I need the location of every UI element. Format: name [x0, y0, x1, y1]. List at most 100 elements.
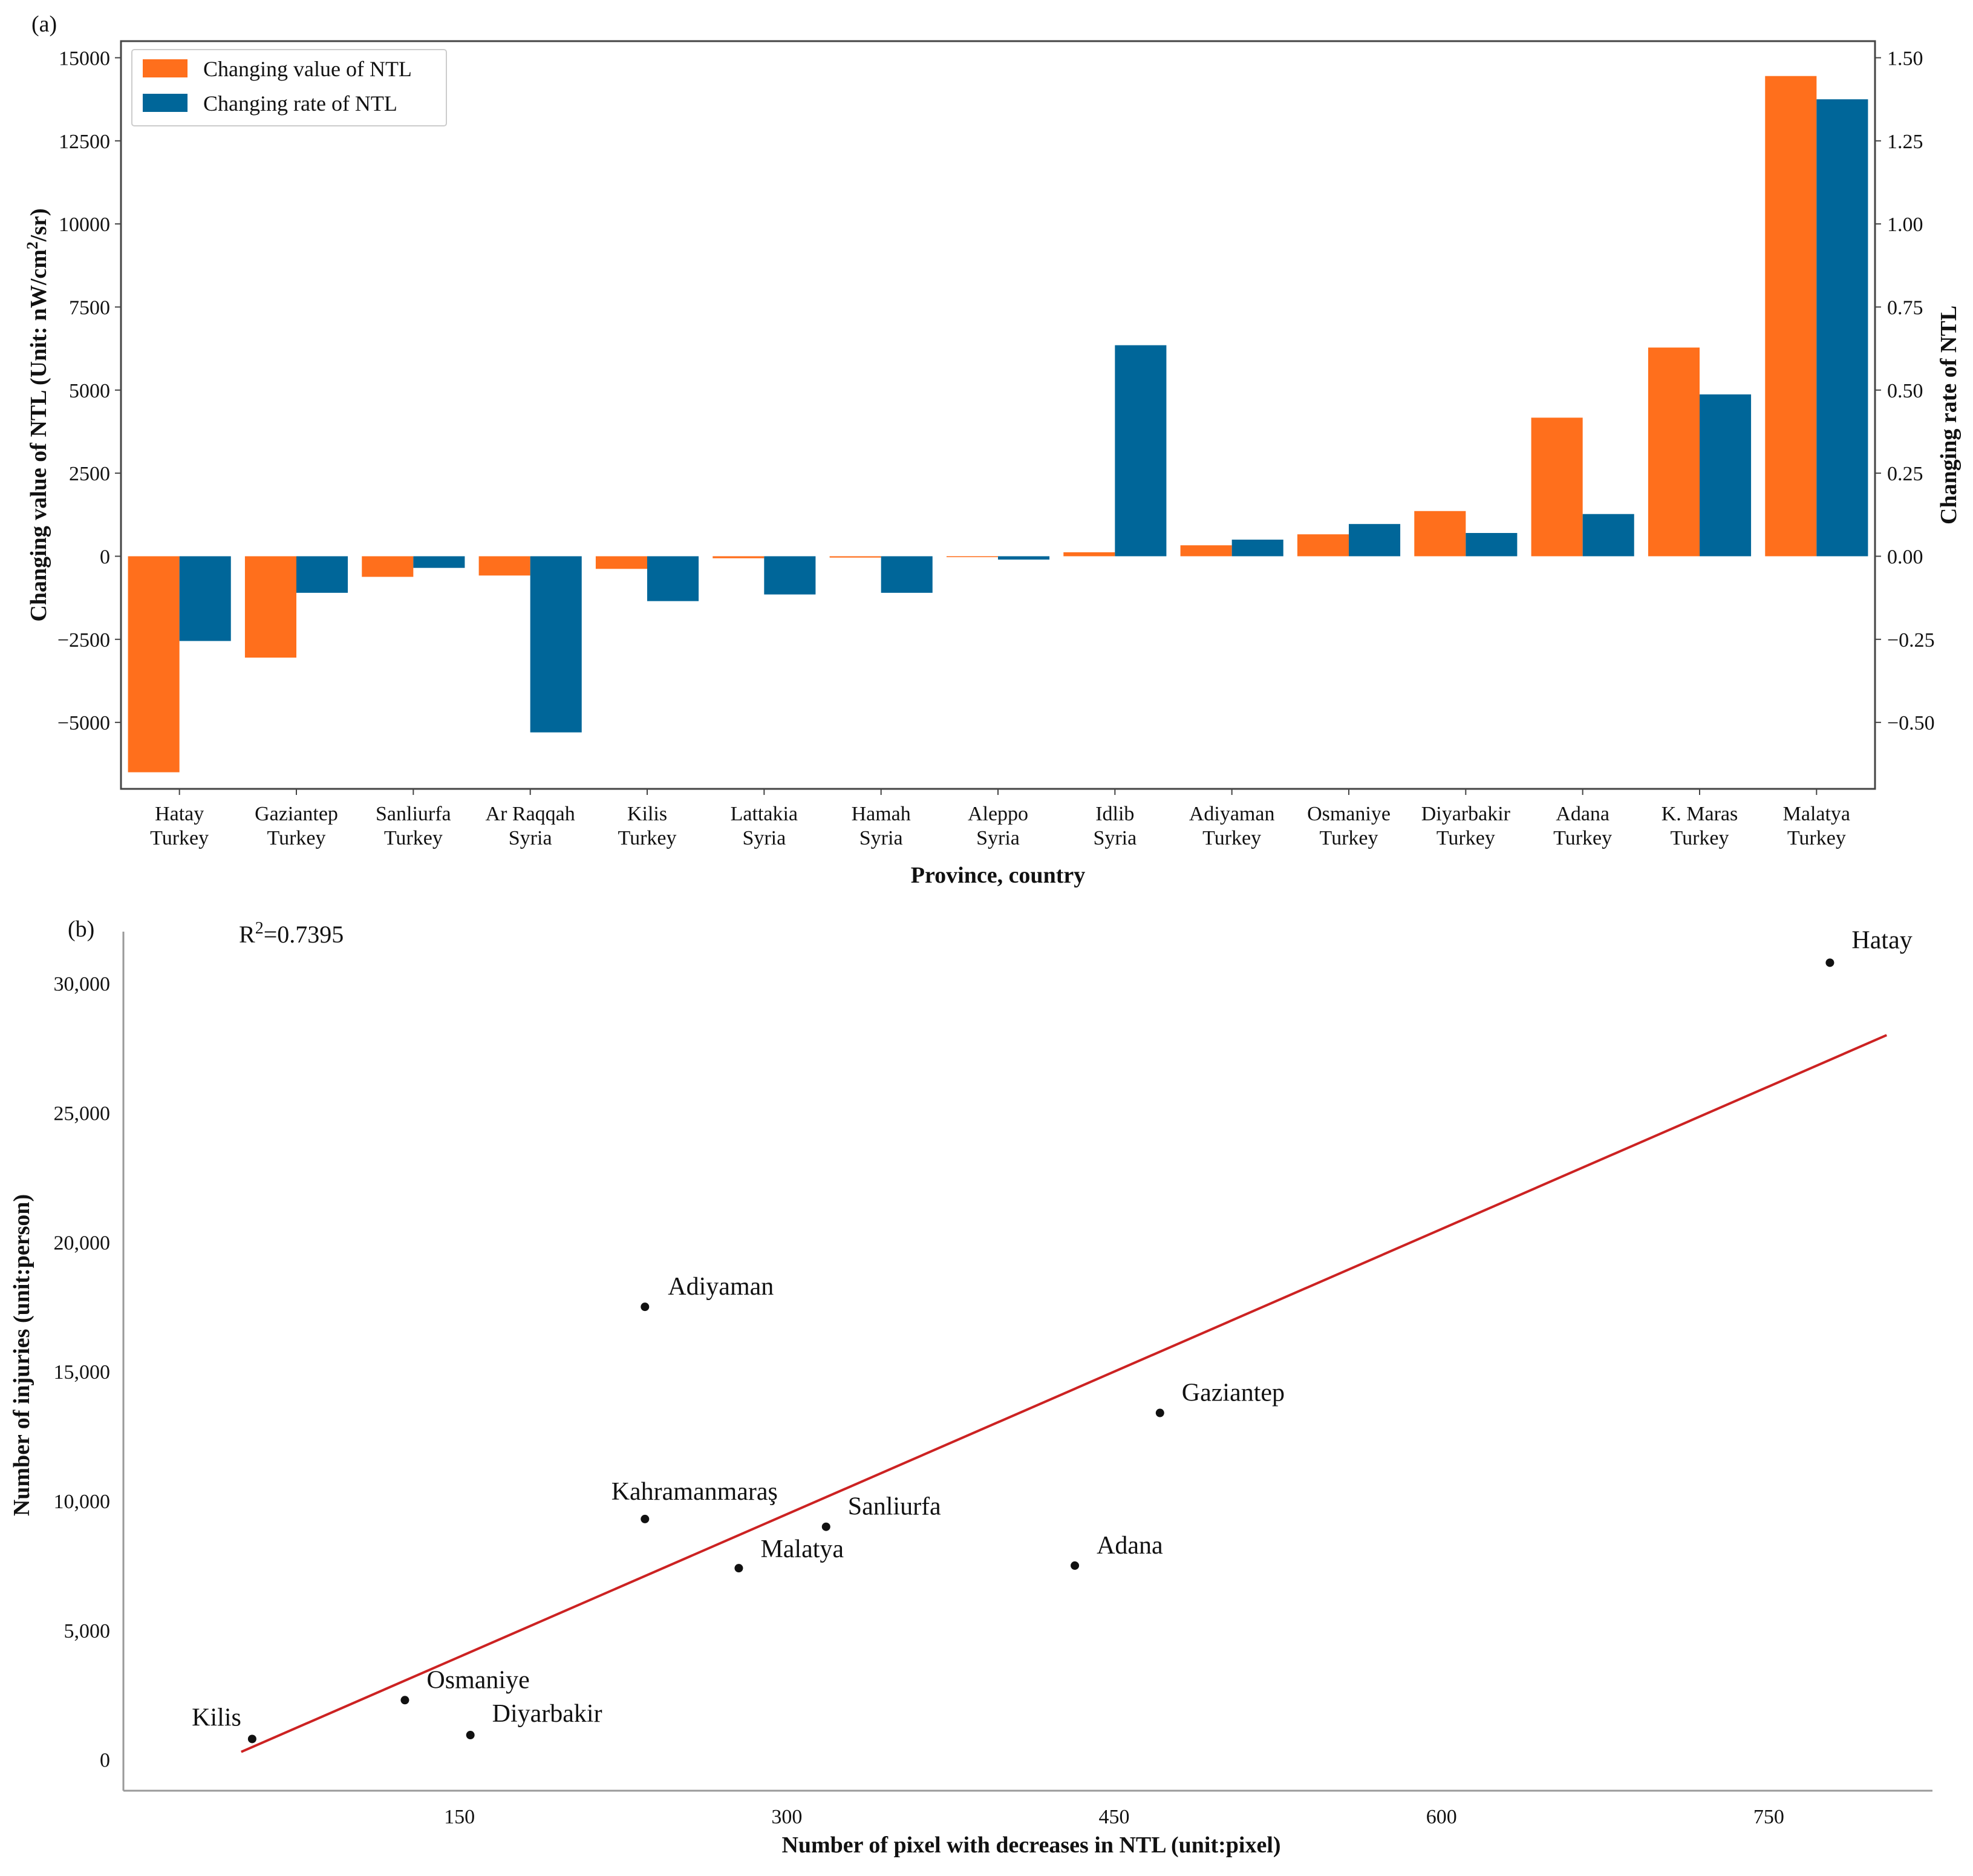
right-tick-label: 0.50 — [1887, 380, 1923, 402]
y-tick-label: 30,000 — [54, 973, 111, 996]
bar-rate-lattakia — [764, 556, 816, 595]
category-label: Aleppo Syria — [968, 803, 1028, 849]
right-tick-label: 0.75 — [1887, 296, 1923, 319]
bar-rate-kilis — [647, 556, 699, 601]
x-tick-label: 750 — [1753, 1806, 1784, 1828]
point-label-diyarbakir: Diyarbakir — [492, 1700, 602, 1728]
bar-value-osmaniye — [1297, 534, 1349, 557]
bar-value-kilis — [595, 556, 647, 569]
left-tick-label: 5000 — [69, 380, 110, 402]
bar-value-ar-raqqah — [478, 556, 530, 576]
y-axis-title-left-a: Changing value of NTL (Unit: nW/cm2/sr) — [24, 208, 52, 621]
bar-value-lattakia — [713, 556, 765, 558]
y-tick-label: 20,000 — [54, 1232, 111, 1254]
y-tick-label: 25,000 — [54, 1102, 111, 1125]
right-tick-label: 0.00 — [1887, 546, 1923, 568]
plot-a-frame — [120, 40, 1876, 790]
category-label: Sanliurfa Turkey — [376, 803, 451, 849]
bar-rate-aleppo — [998, 556, 1050, 560]
right-tick-label: −0.25 — [1887, 629, 1935, 652]
bar-rate-ar-raqqah — [530, 556, 582, 733]
bar-value-adiyaman — [1180, 545, 1232, 557]
r-squared-label: R2=0.7395 — [239, 919, 344, 949]
point-adiyaman — [641, 1302, 650, 1312]
bar-rate-gaziantep — [296, 556, 348, 593]
panel-b-label: (b) — [68, 917, 94, 942]
bar-rate-diyarbakir — [1466, 533, 1518, 557]
bar-value-hamah — [829, 556, 881, 558]
bar-value-idlib — [1063, 552, 1115, 557]
bar-rate-hatay — [179, 556, 231, 641]
point-malatya — [734, 1564, 743, 1573]
left-tick-label: 15000 — [59, 47, 110, 70]
legend: Changing value of NTL Changing rate of N… — [131, 49, 447, 126]
bar-value-adana — [1531, 417, 1583, 557]
point-label-kahramanmara-: Kahramanmaraş — [611, 1478, 778, 1506]
legend-label-rate: Changing rate of NTL — [203, 91, 397, 116]
point-kahramanmara- — [641, 1514, 650, 1523]
y-tick-label: 15,000 — [54, 1361, 111, 1384]
left-axis-ticks: −5000 −2500 0 2500 5000 7500 10000 12500 15000 — [57, 47, 121, 734]
category-label: Adana Turkey — [1553, 803, 1612, 849]
legend-swatch-rate — [143, 94, 188, 112]
y-tick-label: 5,000 — [64, 1620, 111, 1642]
point-label-adiyaman: Adiyaman — [668, 1273, 774, 1301]
legend-swatch-value — [143, 59, 188, 77]
y-axis-title-b: Number of injuries (unit:person) — [9, 1194, 34, 1516]
panel-b-scatter-chart: (b) 150 300 450 600 750 0 5,000 10,000 15,000 20… — [9, 917, 1932, 1858]
right-tick-label: 1.00 — [1887, 214, 1923, 236]
point-label-malatya: Malatya — [760, 1535, 844, 1563]
left-tick-label: −5000 — [57, 712, 110, 734]
bar-value-malatya — [1765, 76, 1817, 557]
category-label: K. Maras Turkey — [1662, 803, 1738, 849]
category-label: Ar Raqqah Syria — [486, 803, 575, 849]
right-tick-label: −0.50 — [1887, 712, 1935, 734]
point-label-hatay: Hatay — [1851, 926, 1912, 954]
category-label: Hatay Turkey — [150, 803, 209, 849]
right-tick-label: 0.25 — [1887, 463, 1923, 485]
point-sanliurfa — [821, 1522, 830, 1531]
point-label-sanliurfa: Sanliurfa — [848, 1493, 941, 1521]
bar-rate-sanliurfa — [413, 556, 465, 568]
right-tick-label: 1.50 — [1887, 47, 1923, 70]
category-label: Malatya Turkey — [1783, 803, 1850, 849]
bar-rate-adana — [1582, 514, 1634, 557]
category-label: Osmaniye Turkey — [1307, 803, 1391, 849]
scatter-points: Hatay Adiyaman Gaziantep Kahramanmaraş Sanli… — [192, 926, 1913, 1744]
bar-group — [128, 76, 1868, 773]
x-tick-label: 300 — [771, 1806, 802, 1828]
legend-label-value: Changing value of NTL — [203, 57, 412, 81]
point-label-gaziantep: Gaziantep — [1182, 1379, 1285, 1407]
y-tick-label: 10,000 — [54, 1491, 111, 1513]
bar-rate-adiyaman — [1231, 540, 1283, 557]
bar-rate-hamah — [881, 556, 933, 593]
category-label: Hamah Syria — [852, 803, 911, 849]
right-axis-ticks: −0.50 −0.25 0.00 0.25 0.50 0.75 1.00 1.25 1.50 — [1875, 47, 1935, 734]
y-axis-title-right-a: Changing rate of NTL — [1936, 306, 1962, 525]
category-label: Kilis Turkey — [618, 803, 677, 849]
category-label: Adiyaman Turkey — [1189, 803, 1275, 849]
right-tick-label: 1.25 — [1887, 131, 1923, 153]
point-adana — [1071, 1561, 1080, 1570]
point-diyarbakir — [466, 1731, 475, 1740]
left-tick-label: 0 — [100, 546, 110, 568]
legend-box — [131, 49, 447, 126]
left-tick-label: −2500 — [57, 629, 110, 652]
bar-value-gaziantep — [244, 556, 296, 658]
bar-value-aleppo — [946, 556, 998, 557]
bar-value-sanliurfa — [362, 556, 414, 577]
category-label: Gaziantep Turkey — [255, 803, 338, 849]
point-label-osmaniye: Osmaniye — [426, 1666, 529, 1694]
x-tick-label: 600 — [1426, 1806, 1457, 1828]
panel-a-label: (a) — [31, 11, 57, 37]
point-kilis — [247, 1734, 256, 1744]
x-axis-title-b: Number of pixel with decreases in NTL (u… — [781, 1832, 1280, 1858]
regression-line — [241, 1034, 1888, 1753]
bar-value-diyarbakir — [1414, 511, 1466, 557]
left-tick-label: 10000 — [59, 214, 110, 236]
left-tick-label: 2500 — [69, 463, 110, 485]
point-osmaniye — [400, 1696, 409, 1705]
bar-value-k-maras — [1648, 347, 1700, 557]
point-label-kilis: Kilis — [192, 1704, 241, 1731]
